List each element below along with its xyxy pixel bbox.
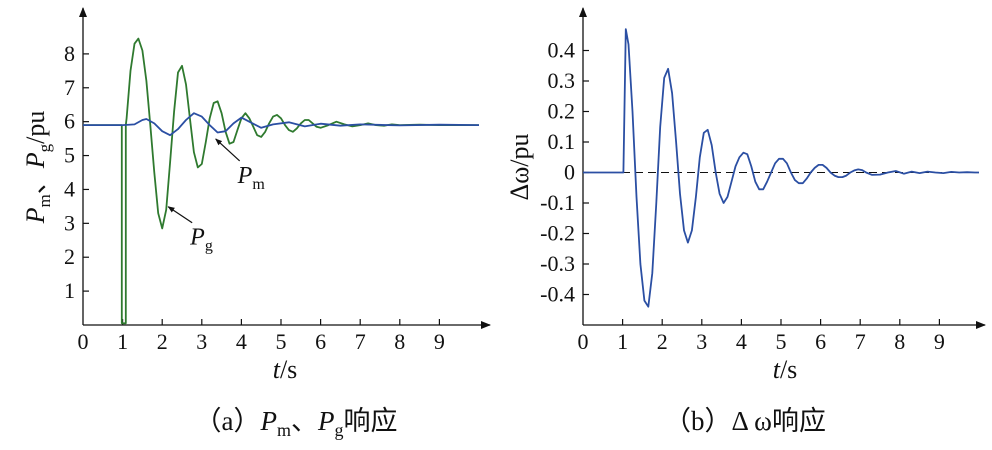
x-tick-label: 5 <box>776 329 787 354</box>
panel-b-axes <box>579 7 986 329</box>
panel-a-y-axis-label: Pm、Pg/pu <box>21 111 54 225</box>
panel-b-series <box>583 28 979 308</box>
x-tick-label: 6 <box>315 329 326 354</box>
panel-b-y-axis-label: Δω/pu <box>505 133 534 200</box>
x-tick-label: 4 <box>736 329 747 354</box>
y-tick-label: 4 <box>64 176 75 201</box>
x-tick-label: 4 <box>236 329 247 354</box>
x-tick-label: 0 <box>578 329 589 354</box>
x-tick-label: 2 <box>657 329 668 354</box>
panel-a-annotations: Pm Pg <box>167 138 266 255</box>
series-line-Pg <box>83 37 479 325</box>
y-tick-label: 6 <box>64 109 75 134</box>
annotation-label-Pg: Pg <box>189 225 213 255</box>
x-tick-label: 3 <box>196 329 207 354</box>
panel-a-y-ticks: 1 2 3 4 5 6 7 8 <box>64 41 89 303</box>
y-tick-label: 0.2 <box>548 99 576 124</box>
panel-a-x-axis-label: t/s <box>273 355 298 384</box>
x-tick-label: 1 <box>117 329 128 354</box>
x-tick-label: 2 <box>157 329 168 354</box>
y-tick-label: 1 <box>64 278 75 303</box>
x-tick-label: 7 <box>855 329 866 354</box>
y-tick-label: 8 <box>64 41 75 66</box>
series-line-Pm <box>83 112 480 137</box>
x-tick-label: 0 <box>78 329 89 354</box>
y-tick-label: -0.3 <box>540 251 575 276</box>
panel-b-x-axis-label: t/s <box>773 355 798 384</box>
y-tick-label: -0.2 <box>540 221 575 246</box>
y-tick-label: 0.1 <box>548 129 576 154</box>
panel-b-x-ticks: 0 1 2 3 4 5 6 7 8 9 <box>578 319 945 354</box>
x-tick-label: 5 <box>276 329 287 354</box>
y-tick-label: -0.4 <box>540 282 575 307</box>
panel-a-series <box>83 37 480 325</box>
x-tick-label: 6 <box>815 329 826 354</box>
y-tick-label: 7 <box>64 75 75 100</box>
panel-a-caption: （a）Pm、Pg响应 <box>195 406 398 440</box>
y-tick-label: -0.1 <box>540 190 575 215</box>
panel-a: 0 1 2 3 4 5 6 7 8 9 1 2 3 4 5 6 7 8 Pm Pg t/s Pm、Pg/pu （a… <box>21 7 491 440</box>
panel-b-y-ticks: -0.4 -0.3 -0.2 -0.1 0 0.1 0.2 0.3 0.4 <box>540 38 589 307</box>
annotation-label-Pm: Pm <box>237 163 266 193</box>
x-tick-label: 9 <box>934 329 945 354</box>
panel-b-caption: （b）Δ ω响应 <box>664 406 826 436</box>
x-tick-label: 3 <box>696 329 707 354</box>
x-tick-label: 8 <box>394 329 405 354</box>
annotation-arrow-Pm <box>215 138 241 162</box>
panel-b: 0 1 2 3 4 5 6 7 8 9 -0.4 -0.3 -0.2 -0.1 0 0.1 0.2 0.3 0.4… <box>505 7 986 436</box>
y-tick-label: 0.4 <box>548 38 576 63</box>
y-tick-label: 3 <box>64 210 75 235</box>
x-tick-label: 7 <box>355 329 366 354</box>
series-line-dw <box>583 28 979 308</box>
y-tick-label: 5 <box>64 143 75 168</box>
x-tick-label: 8 <box>894 329 905 354</box>
y-tick-label: 0 <box>564 160 575 185</box>
panel-a-axes <box>79 7 491 329</box>
x-tick-label: 1 <box>617 329 628 354</box>
y-tick-label: 2 <box>64 244 75 269</box>
annotation-arrow-Pg <box>167 206 193 224</box>
y-tick-label: 0.3 <box>548 68 576 93</box>
x-tick-label: 9 <box>434 329 445 354</box>
panel-a-x-ticks: 0 1 2 3 4 5 6 7 8 9 <box>78 319 445 354</box>
